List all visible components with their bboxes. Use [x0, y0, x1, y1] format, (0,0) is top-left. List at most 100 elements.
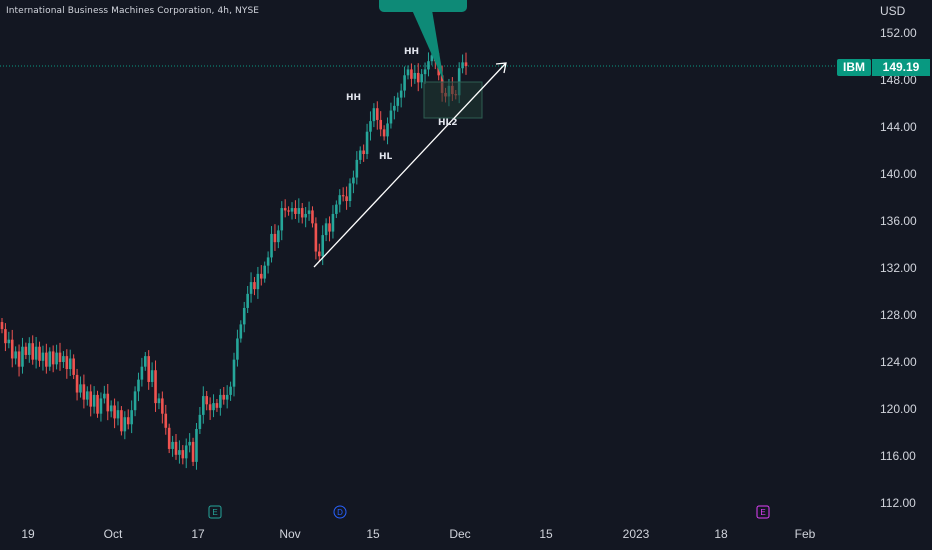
trend-arrow-line[interactable]: [313, 62, 507, 268]
x-tick-label: 2023: [623, 527, 650, 541]
callout-box[interactable]: [379, 0, 467, 12]
candle-body: [48, 351, 52, 367]
candle-body: [406, 69, 410, 76]
candle-body: [273, 233, 277, 243]
candle-body: [266, 257, 270, 266]
annotation-hl: HL: [379, 152, 393, 162]
chart-title: International Business Machines Corporat…: [6, 6, 260, 16]
candle-body: [147, 356, 151, 382]
candle-body: [99, 398, 103, 414]
candle-body: [375, 108, 379, 120]
candle-body: [399, 90, 403, 98]
candle-body: [116, 410, 120, 419]
candle-body: [393, 105, 396, 111]
x-tick-label: 15: [366, 527, 380, 541]
candle-body: [167, 427, 171, 449]
y-tick-label: 124.00: [880, 355, 917, 369]
earnings-marker-label: E: [212, 508, 217, 517]
last-price-badge: 149.19: [872, 59, 930, 76]
candle-body: [62, 356, 65, 362]
annotation-hh-top: HH: [404, 47, 419, 57]
candle-body: [184, 445, 188, 459]
candle-body: [45, 352, 48, 367]
candle-body: [236, 338, 239, 360]
candle-body: [232, 359, 236, 387]
candle-body: [331, 213, 335, 232]
candle-body: [259, 273, 263, 279]
candle-body: [201, 396, 205, 415]
annotation-hl2: HL2: [438, 118, 458, 128]
y-tick-label: 112.00: [880, 496, 916, 510]
candle-body: [239, 324, 243, 339]
candle-body: [277, 230, 280, 243]
candle-body: [215, 403, 219, 408]
candle-body: [283, 208, 287, 211]
candle-body: [14, 351, 17, 359]
candle-body: [195, 428, 198, 462]
candle-body: [294, 208, 297, 214]
annotation-hh-mid: HH: [346, 93, 361, 103]
candle-body: [10, 339, 14, 359]
candle-body: [382, 129, 386, 137]
candle-body: [420, 74, 423, 83]
x-tick-label: 18: [714, 527, 728, 541]
candle-body: [396, 97, 400, 106]
candle-body: [82, 384, 86, 400]
callout-pointer: [412, 10, 444, 82]
candle-body: [154, 370, 157, 404]
dividend-marker[interactable]: D: [333, 505, 347, 519]
candle-body: [335, 204, 338, 214]
candle-body: [229, 386, 232, 395]
candle-body: [21, 346, 24, 367]
candle-body: [126, 417, 130, 425]
currency-label: USD: [880, 4, 906, 18]
candle-body: [416, 72, 420, 83]
candle-body: [263, 265, 267, 279]
candle-body: [249, 282, 253, 294]
candle-body: [106, 393, 110, 412]
candle-body: [314, 223, 318, 252]
candle-body: [174, 441, 178, 455]
x-axis: 19 Oct 17 Nov 15 Dec 15 2023 18 Feb: [21, 527, 815, 541]
candle-body: [65, 356, 69, 370]
x-tick-label: Nov: [279, 527, 300, 541]
candle-body: [0, 322, 4, 330]
candle-body: [188, 441, 191, 446]
earnings-marker[interactable]: E: [208, 505, 222, 519]
candle-body: [85, 391, 89, 400]
candle-body: [198, 414, 202, 429]
y-tick-label: 116.00: [880, 449, 916, 463]
candle-body: [92, 394, 96, 407]
candle-body: [205, 396, 209, 405]
dividend-marker-label: D: [337, 508, 343, 517]
candle-body: [403, 75, 406, 91]
x-tick-label: Oct: [104, 527, 123, 541]
candle-body: [345, 196, 348, 202]
candle-body: [270, 233, 273, 258]
candle-body: [7, 339, 11, 344]
candle-body: [225, 394, 229, 400]
candle-body: [89, 391, 93, 407]
candle-body: [369, 121, 372, 132]
candle-body: [109, 405, 113, 412]
y-axis: 152.00 148.00 144.00 140.00 136.00 132.00 128.…: [880, 26, 917, 510]
earnings-future-marker-label: E: [760, 508, 765, 517]
candle-body: [246, 293, 249, 308]
candle-body: [253, 282, 256, 290]
candle-body: [300, 208, 304, 218]
candle-body: [379, 119, 383, 130]
x-tick-label: Dec: [449, 527, 470, 541]
y-tick-label: 148.00: [880, 73, 917, 87]
candle-body: [191, 441, 195, 462]
y-tick-label: 132.00: [880, 261, 917, 275]
candle-body: [287, 210, 290, 212]
x-tick-label: 17: [191, 527, 205, 541]
candle-body: [290, 208, 294, 212]
hl2-zone-box[interactable]: [423, 81, 483, 119]
earnings-future-marker[interactable]: E: [756, 505, 770, 519]
candle-body: [75, 374, 79, 393]
candle-body: [389, 110, 393, 124]
candle-body: [328, 223, 331, 232]
candle-body: [256, 273, 260, 290]
